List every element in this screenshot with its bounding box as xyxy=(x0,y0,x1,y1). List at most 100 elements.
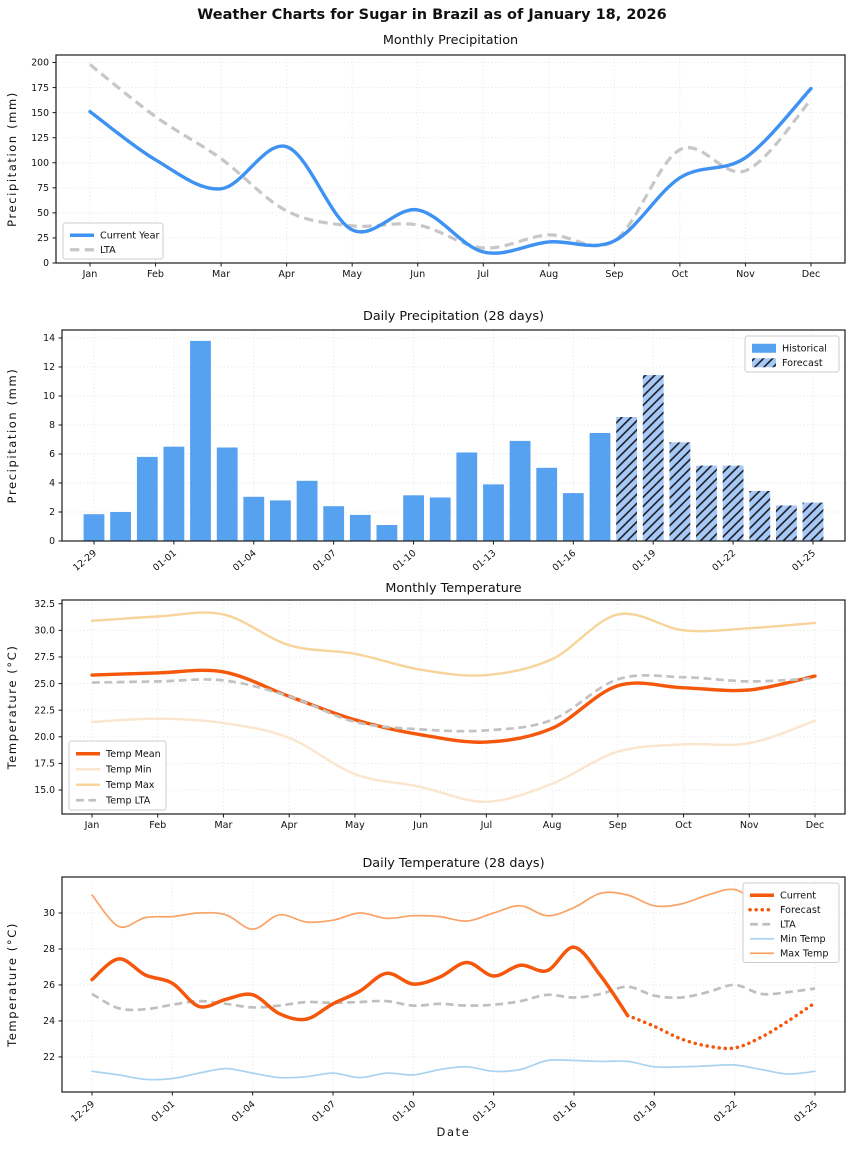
bar xyxy=(429,497,451,541)
legend-label: Forecast xyxy=(782,358,823,369)
legend-label: Min Temp xyxy=(780,934,826,945)
bar xyxy=(536,467,558,541)
series-temp-min xyxy=(90,717,817,804)
bar xyxy=(802,502,824,541)
y-axis-label: Temperature (°C) xyxy=(5,645,19,771)
plot-area xyxy=(88,63,813,255)
chart-title: Daily Temperature (28 days) xyxy=(362,856,544,871)
x-tick-label: 12-29 xyxy=(69,1099,97,1125)
legend-swatch-forecast xyxy=(752,358,776,368)
series-current-year xyxy=(88,86,813,255)
y-tick-label: 17.5 xyxy=(34,759,55,770)
x-tick-label: 01-07 xyxy=(311,548,339,574)
y-tick-label: 0 xyxy=(43,258,49,269)
legend-label: Current xyxy=(780,891,816,902)
x-tick-label: May xyxy=(342,269,362,280)
x-tick-label: 12-29 xyxy=(71,548,99,574)
bar xyxy=(296,480,318,541)
y-tick-label: 175 xyxy=(31,83,49,94)
x-tick-label: Feb xyxy=(147,269,164,280)
x-tick-label: 01-19 xyxy=(631,1099,659,1125)
grid xyxy=(62,600,845,814)
x-tick-label: Jul xyxy=(476,269,489,280)
y-axis-label: Precipitation (mm) xyxy=(5,368,19,504)
legend-swatch-historical xyxy=(752,343,776,353)
series-current xyxy=(90,945,630,1022)
x-tick-label: 01-13 xyxy=(471,548,499,574)
y-axis-label: Precipitation (mm) xyxy=(5,91,19,227)
bar xyxy=(270,500,291,541)
y-tick-label: 6 xyxy=(49,449,55,460)
bar xyxy=(696,465,717,541)
y-tick-label: 14 xyxy=(43,333,55,344)
legend-label: Max Temp xyxy=(780,949,828,960)
legend-label: Forecast xyxy=(780,905,821,916)
y-tick-label: 27.5 xyxy=(34,652,55,663)
bar xyxy=(456,452,478,541)
x-tick-label: Nov xyxy=(740,820,759,831)
bar xyxy=(616,417,637,541)
series-max-temp xyxy=(91,888,816,931)
legend-label: Temp Min xyxy=(105,765,152,776)
bar xyxy=(562,493,584,541)
bar xyxy=(163,446,185,541)
bar xyxy=(403,495,424,541)
y-tick-label: 22.5 xyxy=(34,705,55,716)
x-tick-label: Dec xyxy=(806,820,825,831)
x-tick-label: Mar xyxy=(212,269,230,280)
x-tick-label: Apr xyxy=(281,820,298,831)
y-tick-label: 2 xyxy=(49,507,55,518)
historical-bars xyxy=(83,340,611,541)
series-forecast xyxy=(625,1001,817,1051)
series-lta xyxy=(91,983,816,1012)
x-tick-label: Nov xyxy=(736,269,755,280)
y-tick-label: 125 xyxy=(31,133,49,144)
plot-area xyxy=(90,611,817,804)
x-tick-label: Sep xyxy=(609,820,627,831)
series-min-temp xyxy=(91,1058,816,1081)
bar xyxy=(243,496,265,541)
x-tick-label: Jan xyxy=(82,269,98,280)
legend-label: Temp Max xyxy=(105,780,155,791)
chart-title: Monthly Precipitation xyxy=(383,33,518,48)
axes: 22 24 26 28 30 12-29 01-01 01-04 01-07 01-10 01-13… xyxy=(43,876,846,1125)
x-tick-label: 01-22 xyxy=(712,1099,740,1125)
bar xyxy=(483,484,504,541)
y-tick-label: 8 xyxy=(49,420,55,431)
x-tick-label: 01-16 xyxy=(551,1099,579,1125)
plot-area xyxy=(83,340,824,541)
bar xyxy=(642,375,664,541)
legend-label: Current Year xyxy=(100,231,159,242)
x-tick-label: Jun xyxy=(409,269,425,280)
chart-title: Daily Precipitation (28 days) xyxy=(363,309,544,324)
x-tick-label: 01-16 xyxy=(550,548,578,574)
bar xyxy=(376,525,398,541)
y-tick-label: 200 xyxy=(31,58,49,69)
y-tick-label: 75 xyxy=(37,183,49,194)
series-temp-max xyxy=(90,611,817,677)
bar xyxy=(349,514,371,541)
monthly-precipitation-chart: 0 25 50 75 100 125 150 175 200 Jan Feb Mar Apr May Jun… xyxy=(5,33,846,280)
bar xyxy=(509,440,531,541)
x-tick-label: 01-19 xyxy=(630,548,658,574)
daily-precipitation-chart: 0 2 4 6 8 10 12 14 12-29 01-01 01-04 01-07 01-10 01-1… xyxy=(5,309,846,574)
y-tick-label: 12 xyxy=(43,362,55,373)
x-tick-label: 01-10 xyxy=(391,548,419,574)
x-tick-label: Jun xyxy=(412,820,428,831)
legend-label: Temp Mean xyxy=(105,749,161,760)
series-temp-lta xyxy=(91,674,816,733)
x-tick-label: May xyxy=(345,820,365,831)
y-tick-label: 4 xyxy=(49,478,55,489)
y-tick-label: 28 xyxy=(43,944,55,955)
x-tick-label: Jul xyxy=(480,820,493,831)
bar xyxy=(216,447,238,541)
x-tick-label: 01-04 xyxy=(231,548,259,574)
y-tick-label: 24 xyxy=(43,1016,55,1027)
y-tick-label: 30 xyxy=(43,908,55,919)
y-tick-label: 15.0 xyxy=(34,785,55,796)
x-tick-label: Oct xyxy=(675,820,692,831)
y-tick-label: 26 xyxy=(43,980,55,991)
x-tick-label: Oct xyxy=(672,269,689,280)
x-tick-label: 01-13 xyxy=(471,1099,499,1125)
x-tick-label: Aug xyxy=(539,269,558,280)
